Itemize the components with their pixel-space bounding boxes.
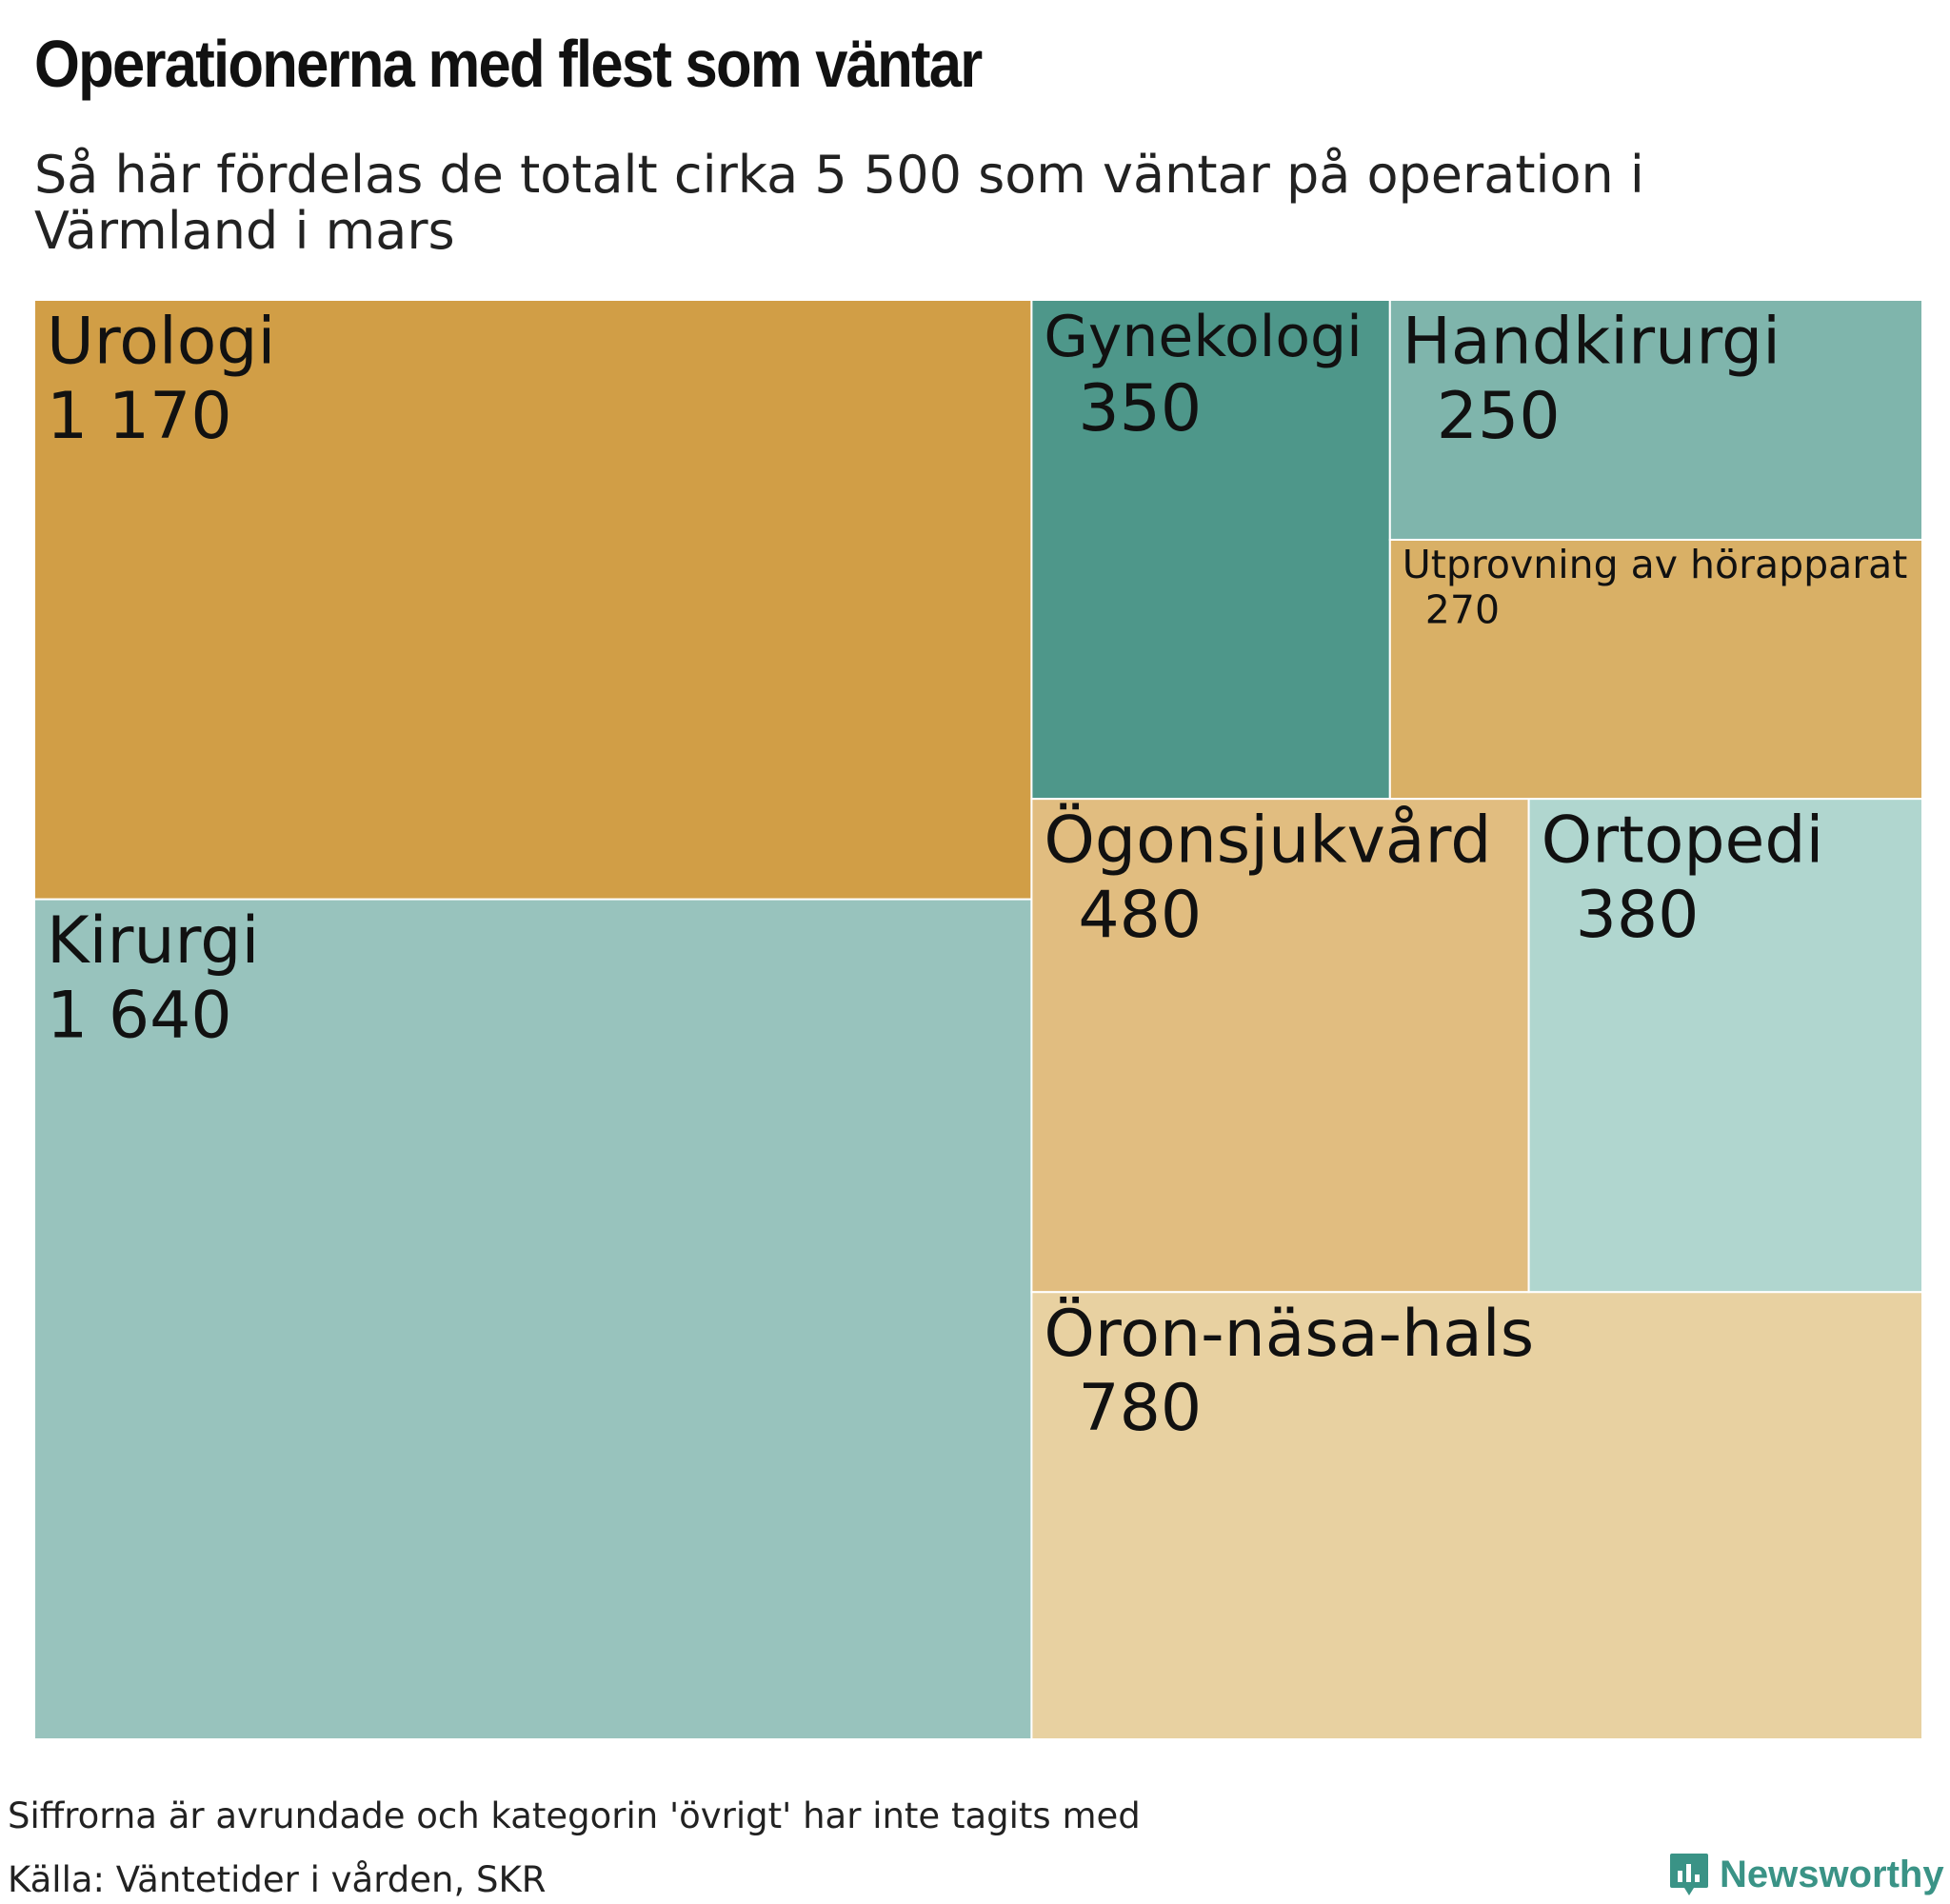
tile-label-handkirurgi: Handkirurgi (1403, 305, 1781, 380)
tile-gynekologi (1030, 299, 1391, 801)
brand-name: Newsworthy (1720, 1853, 1944, 1895)
tile-label-urologi: Urologi (47, 305, 275, 380)
tile-value-ortopedi: 380 (1576, 878, 1700, 953)
tile-label-ortopedi: Ortopedi (1542, 803, 1824, 879)
tile-label-kirurgi: Kirurgi (47, 903, 259, 979)
chart-title: Operationerna med flest som väntar (34, 27, 983, 101)
tile-value-urologi: 1 170 (47, 379, 232, 454)
tile-label-oron-nasa-hals: Öron-näsa-hals (1044, 1297, 1534, 1372)
tile-value-kirurgi: 1 640 (47, 978, 232, 1053)
tile-ortopedi (1527, 798, 1923, 1294)
tile-urologi (33, 299, 1033, 901)
tile-ogonsjukvard (1030, 798, 1530, 1294)
tile-handkirurgi (1388, 299, 1923, 541)
tile-value-handkirurgi: 250 (1437, 379, 1561, 454)
tile-label-utprovning-av-horapparat: Utprovning av hörapparat (1403, 542, 1908, 587)
tile-label-ogonsjukvard: Ögonsjukvård (1044, 803, 1491, 879)
chart-subtitle: Så här fördelas de totalt cirka 5 500 so… (34, 145, 1644, 261)
tile-value-oron-nasa-hals: 780 (1078, 1371, 1202, 1446)
tile-value-ogonsjukvard: 480 (1078, 878, 1202, 953)
tile-value-gynekologi: 350 (1078, 371, 1202, 446)
tile-label-gynekologi: Gynekologi (1044, 304, 1362, 370)
brand-logo[interactable]: Newsworthy (1668, 1852, 1944, 1897)
newsworthy-logo-icon (1670, 1854, 1708, 1895)
footnote: Siffrorna är avrundade och kategorin 'öv… (8, 1795, 1141, 1836)
tile-oron-nasa-hals (1030, 1291, 1923, 1741)
tile-value-utprovning-av-horapparat: 270 (1425, 586, 1500, 632)
source-note: Källa: Väntetider i vården, SKR (8, 1859, 547, 1900)
